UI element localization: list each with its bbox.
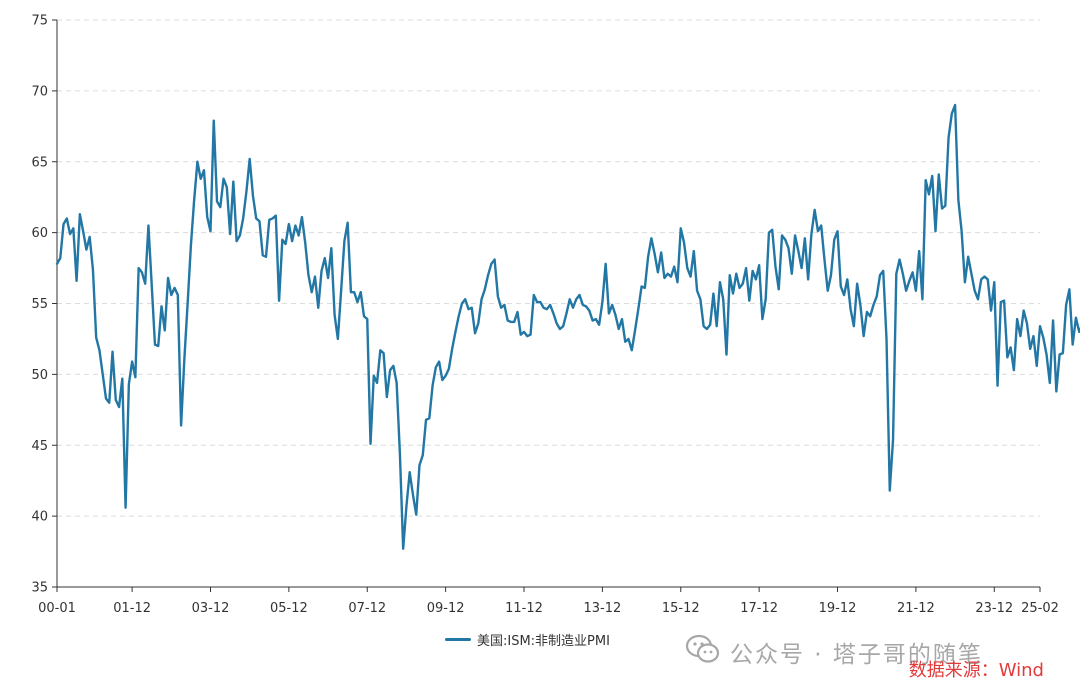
legend-label: 美国:ISM:非制造业PMI — [477, 634, 610, 649]
x-tick-label: 01-12 — [113, 601, 151, 616]
x-tick-label: 05-12 — [270, 601, 308, 616]
x-tick-label: 09-12 — [427, 601, 465, 616]
y-tick-label: 40 — [31, 510, 48, 525]
y-tick-label: 45 — [31, 439, 48, 454]
x-tick-label: 03-12 — [192, 601, 230, 616]
y-tick-label: 75 — [31, 14, 48, 29]
x-tick-label: 15-12 — [662, 601, 700, 616]
x-tick-label: 19-12 — [819, 601, 857, 616]
x-axis-ticks: 00-01 01-12 03-12 05-12 07-12 09-12 11-12 13-12… — [38, 587, 1059, 616]
y-tick-label: 50 — [31, 368, 48, 383]
legend-swatch — [445, 638, 471, 641]
x-tick-label: 00-01 — [38, 601, 76, 616]
x-tick-label: 11-12 — [505, 601, 543, 616]
x-tick-label: 21-12 — [897, 601, 935, 616]
x-tick-label: 25-02 — [1021, 601, 1059, 616]
x-tick-label: 07-12 — [348, 601, 386, 616]
series-lines — [55, 103, 1080, 550]
legend[interactable]: 美国:ISM:非制造业PMI — [445, 630, 610, 649]
y-tick-label: 55 — [31, 297, 48, 312]
y-tick-label: 65 — [31, 155, 48, 170]
watermark: 公众号 · 塔子哥的随笔 — [685, 634, 983, 670]
y-tick-label: 70 — [31, 84, 48, 99]
y-tick-label: 35 — [31, 581, 48, 596]
x-tick-label: 13-12 — [583, 601, 621, 616]
wechat-icon — [685, 634, 720, 670]
gridlines — [57, 19, 1040, 517]
series-line — [55, 103, 1080, 550]
x-tick-label: 23-12 — [975, 601, 1013, 616]
x-tick-label: 17-12 — [740, 601, 778, 616]
watermark-text: 公众号 · 塔子哥的随笔 — [730, 642, 983, 668]
y-tick-label: 60 — [31, 226, 48, 241]
data-source: 数据来源：Wind — [908, 660, 1044, 681]
y-axis-ticks: 35 40 45 50 55 60 65 70 75 — [31, 14, 57, 596]
